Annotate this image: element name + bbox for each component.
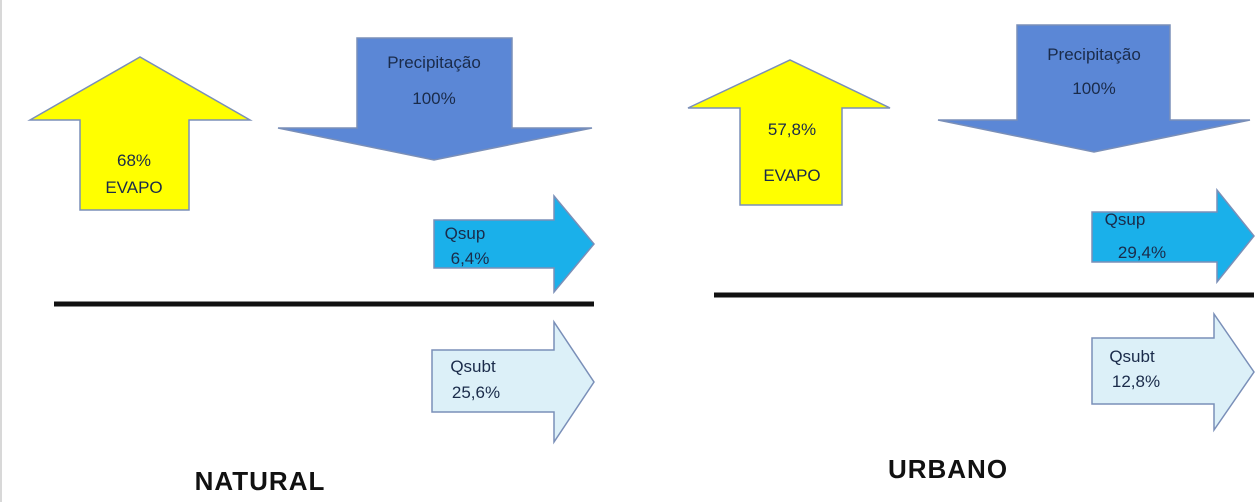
up-arrow-icon xyxy=(27,56,253,211)
right-arrow-icon xyxy=(431,319,595,445)
subsurface-flow-percent: 25,6% xyxy=(452,383,500,402)
scenario-natural: 68% EVAPO Precipitação 100% Qsup 6,4% Qs… xyxy=(27,37,595,496)
surface-runoff-arrow-urbano: Qsup 29,4% xyxy=(1091,187,1255,285)
evapo-label: EVAPO xyxy=(105,178,162,197)
precipitation-arrow-natural: Precipitação 100% xyxy=(277,37,593,161)
evapo-percent: 68% xyxy=(117,151,151,170)
right-arrow-icon xyxy=(1091,187,1255,285)
evapo-arrow-natural: 68% EVAPO xyxy=(27,56,253,211)
precipitation-percent: 100% xyxy=(1072,79,1115,98)
scenario-urbano: 57,8% EVAPO Precipitação 100% Qsup 29,4%… xyxy=(687,24,1255,484)
evapo-percent: 57,8% xyxy=(768,120,816,139)
precipitation-arrow-urbano: Precipitação 100% xyxy=(937,24,1251,153)
up-arrow-icon xyxy=(687,59,891,206)
down-arrow-icon xyxy=(937,24,1251,153)
subsurface-flow-label: Qsubt xyxy=(450,357,496,376)
precipitation-percent: 100% xyxy=(412,89,455,108)
right-arrow-icon xyxy=(433,193,595,295)
subsurface-flow-label: Qsubt xyxy=(1109,347,1155,366)
evapo-label: EVAPO xyxy=(763,166,820,185)
surface-runoff-label: Qsup xyxy=(1105,210,1146,229)
scenario-title-urbano: URBANO xyxy=(888,454,1008,484)
precipitation-label: Precipitação xyxy=(387,53,481,72)
subsurface-flow-arrow-urbano: Qsubt 12,8% xyxy=(1091,311,1255,433)
surface-runoff-percent: 29,4% xyxy=(1118,243,1166,262)
subsurface-flow-percent: 12,8% xyxy=(1112,372,1160,391)
surface-runoff-percent: 6,4% xyxy=(451,249,490,268)
subsurface-flow-arrow-natural: Qsubt 25,6% xyxy=(431,319,595,445)
down-arrow-icon xyxy=(277,37,593,161)
surface-runoff-label: Qsup xyxy=(445,224,486,243)
scenario-title-natural: NATURAL xyxy=(195,466,326,496)
surface-runoff-arrow-natural: Qsup 6,4% xyxy=(433,193,595,295)
evapo-arrow-urbano: 57,8% EVAPO xyxy=(687,59,891,206)
precipitation-label: Precipitação xyxy=(1047,45,1141,64)
right-arrow-icon xyxy=(1091,311,1255,433)
